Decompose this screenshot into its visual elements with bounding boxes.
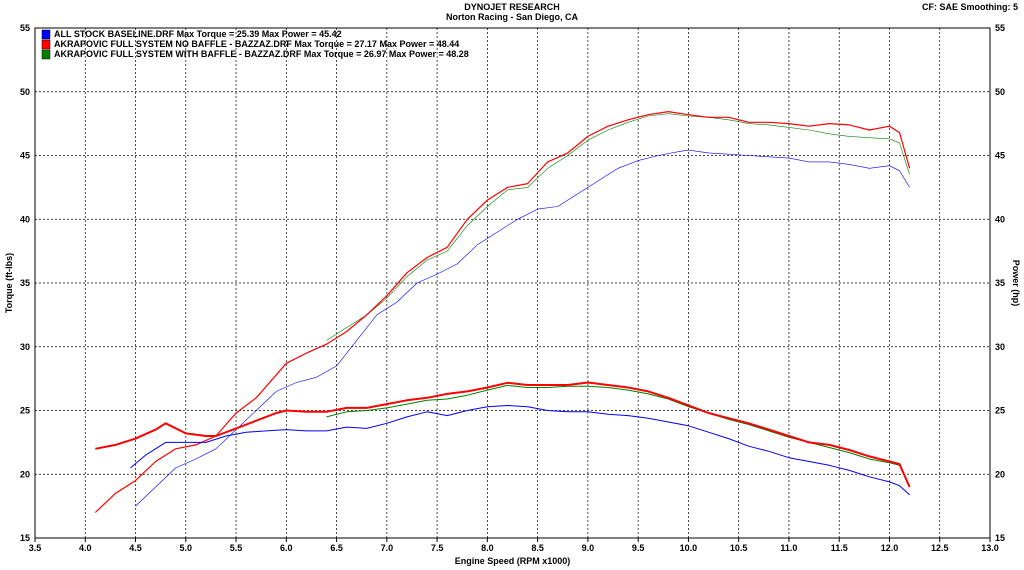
y2-tick-label: 35 xyxy=(995,278,1005,288)
legend-entry-3: AKRAPOVIC FULL SYSTEM WITH BAFFLE - BAZZ… xyxy=(54,49,469,59)
series-1-torque-line xyxy=(130,405,910,496)
y2-axis-label: Power (hp) xyxy=(1011,260,1021,307)
axis-ticks: 3.5 4.0 4.5 5.0 5.5 6.0 6.5 7.0 7.5 8.0 8.5 9.0 9.5 1… xyxy=(20,23,1005,553)
correction-factor-label: CF: SAE Smoothing: 5 xyxy=(922,2,1018,12)
y2-tick-label: 45 xyxy=(995,151,1005,161)
series-2-torque-line xyxy=(95,381,911,488)
x-tick-label: 9.5 xyxy=(632,543,645,553)
series-3-torque-line xyxy=(326,384,911,488)
x-tick-label: 11.0 xyxy=(780,543,797,553)
y2-tick-label: 50 xyxy=(995,87,1005,97)
x-tick-label: 5.5 xyxy=(230,543,243,553)
series-2-power-line xyxy=(94,110,911,513)
y-tick-label: 20 xyxy=(20,469,30,479)
x-tick-label: 10.0 xyxy=(680,543,698,553)
x-tick-label: 9.0 xyxy=(582,543,595,553)
legend: ALL STOCK BASELINE.DRF Max Torque = 25.3… xyxy=(41,29,469,60)
y-tick-label: 50 xyxy=(20,87,30,97)
x-tick-label: 5.0 xyxy=(180,543,193,553)
y-axis-label: Torque (ft-lbs) xyxy=(4,253,14,313)
x-tick-label: 4.5 xyxy=(129,543,142,553)
chart-title: DYNOJET RESEARCH xyxy=(464,2,560,12)
y-tick-label: 45 xyxy=(20,151,30,161)
legend-swatch-3 xyxy=(41,49,51,60)
x-tick-label: 10.5 xyxy=(730,543,748,553)
x-tick-label: 6.0 xyxy=(280,543,293,553)
y-tick-label: 55 xyxy=(20,23,30,33)
chart-subtitle: Norton Racing - San Diego, CA xyxy=(445,12,578,22)
y-tick-label: 40 xyxy=(20,214,30,224)
y-tick-label: 15 xyxy=(20,533,30,543)
legend-entry-2: AKRAPOVIC FULL SYSTEM NO BAFFLE - BAZZAZ… xyxy=(54,39,459,49)
x-tick-label: 12.5 xyxy=(931,543,949,553)
x-tick-label: 4.0 xyxy=(79,543,92,553)
x-axis-label: Engine Speed (RPM x1000) xyxy=(455,556,571,566)
y-tick-label: 25 xyxy=(20,406,30,416)
x-tick-label: 7.5 xyxy=(431,543,444,553)
y-tick-label: 30 xyxy=(20,342,30,352)
plot-frame xyxy=(34,27,991,539)
legend-swatch-1 xyxy=(41,29,51,40)
series-3-power-line xyxy=(326,113,910,341)
y2-tick-label: 25 xyxy=(995,406,1005,416)
y-tick-label: 35 xyxy=(20,278,30,288)
series-1-power-line xyxy=(135,149,910,507)
y2-tick-label: 15 xyxy=(995,533,1005,543)
series-lines xyxy=(94,110,911,513)
y2-tick-label: 30 xyxy=(995,342,1005,352)
x-tick-label: 8.0 xyxy=(481,543,494,553)
legend-swatch-2 xyxy=(41,39,51,50)
legend-entry-1: ALL STOCK BASELINE.DRF Max Torque = 25.3… xyxy=(54,29,342,39)
x-tick-label: 7.0 xyxy=(381,543,394,553)
y2-tick-label: 20 xyxy=(995,469,1005,479)
x-tick-label: 12.0 xyxy=(881,543,899,553)
x-tick-label: 3.5 xyxy=(29,543,42,553)
x-tick-label: 6.5 xyxy=(330,543,343,553)
x-tick-label: 8.5 xyxy=(531,543,544,553)
grid-lines xyxy=(35,28,990,538)
y2-tick-label: 40 xyxy=(995,214,1005,224)
y2-tick-label: 55 xyxy=(995,23,1005,33)
x-tick-label: 11.5 xyxy=(831,543,848,553)
x-tick-label: 13.0 xyxy=(981,543,999,553)
